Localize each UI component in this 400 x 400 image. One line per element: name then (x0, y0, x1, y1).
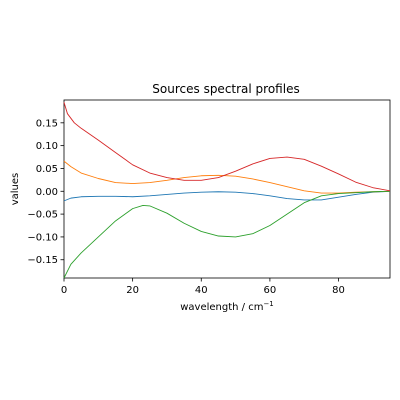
y-tick-label: 0.00 (36, 187, 58, 198)
x-axis-label-text: wavelength / cm (180, 302, 263, 313)
series-line-4 (63, 102, 391, 192)
series-line-2 (63, 160, 391, 194)
x-tick-label: 80 (332, 285, 345, 296)
y-tick-label: 0.05 (36, 164, 58, 175)
x-tick-label: 60 (264, 285, 277, 296)
x-tick-label: 20 (126, 285, 139, 296)
y-tick-label: −0.10 (27, 232, 58, 243)
series-line-3 (63, 190, 391, 279)
y-tick-label: 0.15 (36, 118, 58, 129)
chart-title: Sources spectral profiles (152, 82, 299, 96)
plot-frame (63, 99, 391, 279)
y-tick-label: 0.10 (36, 141, 58, 152)
x-axis-ticks: 0 20 40 60 80 (61, 278, 345, 296)
series-lines (63, 102, 391, 279)
series-line-1 (63, 190, 391, 202)
y-tick-label: −0.15 (27, 255, 58, 266)
x-tick-label: 40 (195, 285, 208, 296)
y-axis-ticks: −0.15 −0.10 −0.05 0.00 0.05 0.10 0.15 (27, 118, 64, 266)
y-tick-label: −0.05 (27, 210, 58, 221)
y-axis-label: values (10, 173, 21, 206)
x-axis-label-superscript: −1 (263, 300, 273, 308)
x-axis-label: wavelength / cm−1 (180, 300, 274, 313)
x-tick-label: 0 (61, 285, 67, 296)
